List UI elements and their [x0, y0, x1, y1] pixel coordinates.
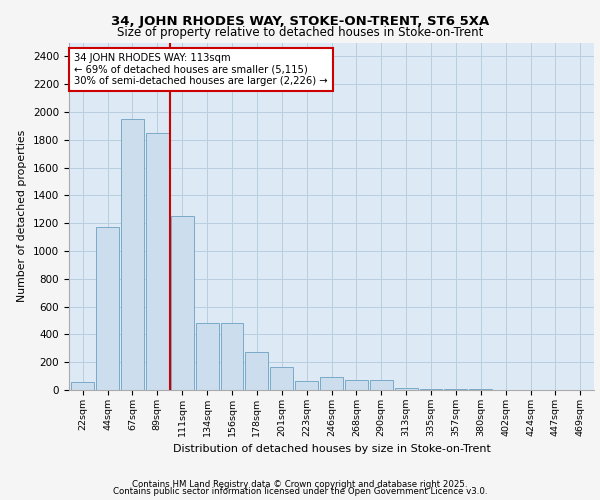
- Bar: [221, 324, 244, 390]
- Text: 34, JOHN RHODES WAY, STOKE-ON-TRENT, ST6 5XA: 34, JOHN RHODES WAY, STOKE-ON-TRENT, ST6…: [111, 15, 489, 28]
- Bar: [320, 377, 343, 390]
- X-axis label: Distribution of detached houses by size in Stoke-on-Trent: Distribution of detached houses by size …: [173, 444, 490, 454]
- Bar: [171, 216, 194, 390]
- Bar: [419, 389, 442, 390]
- Text: Size of property relative to detached houses in Stoke-on-Trent: Size of property relative to detached ho…: [117, 26, 483, 39]
- Text: 34 JOHN RHODES WAY: 113sqm
← 69% of detached houses are smaller (5,115)
30% of s: 34 JOHN RHODES WAY: 113sqm ← 69% of deta…: [74, 53, 328, 86]
- Bar: [395, 388, 418, 390]
- Bar: [196, 324, 218, 390]
- Bar: [245, 352, 268, 390]
- Bar: [370, 380, 393, 390]
- Bar: [121, 119, 144, 390]
- Bar: [345, 380, 368, 390]
- Bar: [270, 367, 293, 390]
- Bar: [96, 226, 119, 390]
- Bar: [295, 381, 318, 390]
- Text: Contains HM Land Registry data © Crown copyright and database right 2025.: Contains HM Land Registry data © Crown c…: [132, 480, 468, 489]
- Y-axis label: Number of detached properties: Number of detached properties: [17, 130, 28, 302]
- Bar: [146, 133, 169, 390]
- Text: Contains public sector information licensed under the Open Government Licence v3: Contains public sector information licen…: [113, 487, 487, 496]
- Bar: [71, 382, 94, 390]
